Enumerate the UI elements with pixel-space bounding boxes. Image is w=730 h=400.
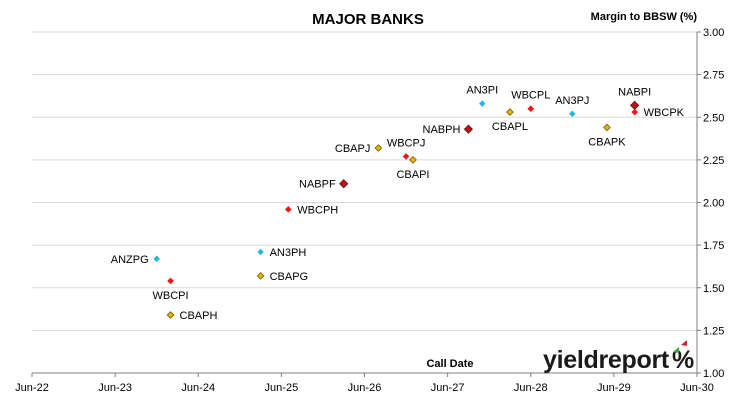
brand-accent-red	[681, 340, 687, 346]
point-label-an3pi: AN3PI	[466, 85, 498, 97]
y-tick-label: 1.50	[703, 283, 724, 295]
point-label-an3pj: AN3PJ	[555, 95, 589, 107]
x-tick-label: Jun-25	[265, 382, 299, 394]
y-tick-label: 2.25	[703, 155, 724, 167]
y-axis-label: Margin to BBSW (%)	[591, 11, 698, 23]
x-tick-label: Jun-29	[597, 382, 631, 394]
point-label-wbcph: WBCPH	[297, 204, 338, 216]
point-label-cbaph: CBAPH	[180, 310, 218, 322]
y-tick-label: 1.25	[703, 325, 724, 337]
point-label-cbapj: CBAPJ	[335, 143, 370, 155]
point-marker-anzpg	[153, 255, 160, 263]
x-tick-label: Jun-27	[431, 382, 465, 394]
yieldreport-logo: yieldreport %	[543, 340, 694, 374]
point-marker-an3ph	[257, 248, 264, 256]
point-label-cbapg: CBAPG	[270, 271, 309, 283]
point-label-nabpf: NABPF	[299, 179, 336, 191]
point-marker-wbcpl	[527, 105, 535, 113]
y-tick-label: 1.75	[703, 240, 724, 252]
point-marker-nabpi	[630, 100, 640, 110]
x-tick-label: Jun-28	[514, 382, 548, 394]
point-marker-wbcpi	[167, 277, 174, 285]
point-marker-nabpf	[339, 179, 349, 189]
point-label-wbcpl: WBCPL	[511, 90, 550, 102]
brand-percent-icon: %	[672, 346, 694, 374]
x-tick-label: Jun-30	[680, 382, 714, 394]
point-label-nabph: NABPH	[423, 124, 461, 136]
point-label-wbcpk: WBCPK	[644, 107, 685, 119]
brand-text: yieldreport	[543, 346, 670, 374]
point-marker-cbapk	[603, 123, 611, 132]
y-tick-label: 2.50	[703, 112, 724, 124]
y-axis-ticks: 1.00 1.25 1.50 1.75 2.00 2.25 2.50 2.75 3.00	[697, 27, 724, 380]
point-marker-wbcpk	[631, 108, 638, 116]
point-marker-an3pi	[478, 100, 486, 107]
point-marker-wbcpj	[402, 153, 410, 160]
point-label-wbcpj: WBCPJ	[387, 137, 426, 149]
point-marker-nabph	[463, 124, 473, 134]
y-tick-label: 2.75	[703, 70, 724, 82]
point-label-cbapk: CBAPK	[588, 136, 626, 148]
point-marker-cbapj	[374, 144, 383, 152]
x-axis-label: Call Date	[426, 358, 473, 370]
point-label-anzpg: ANZPG	[111, 254, 149, 266]
point-label-cbapi: CBAPI	[396, 169, 429, 181]
x-tick-label: Jun-24	[181, 382, 215, 394]
point-label-an3ph: AN3PH	[270, 247, 307, 259]
gridlines	[32, 31, 697, 331]
data-points: ANZPG AN3PH AN3PI AN3PJ CBAPH CBAPG CBAPJ CBAPI…	[111, 85, 685, 322]
brand-accent-green	[673, 347, 679, 353]
point-label-nabpi: NABPI	[618, 86, 651, 98]
x-tick-label: Jun-22	[15, 382, 49, 394]
point-marker-cbaph	[166, 311, 175, 319]
y-tick-label: 1.00	[703, 368, 724, 380]
y-tick-label: 2.00	[703, 198, 724, 210]
x-tick-label: Jun-26	[348, 382, 382, 394]
point-marker-cbapi	[409, 156, 417, 164]
y-tick-label: 3.00	[703, 27, 724, 39]
point-marker-wbcph	[285, 206, 292, 213]
point-label-wbcpi: WBCPI	[153, 290, 189, 302]
chart-title: MAJOR BANKS	[312, 11, 424, 28]
x-tick-label: Jun-23	[98, 382, 132, 394]
point-marker-an3pj	[569, 110, 576, 118]
x-axis-ticks: Jun-22 Jun-23 Jun-24 Jun-25 Jun-26 Jun-27 Jun-…	[15, 373, 714, 394]
point-label-cbapl: CBAPL	[492, 121, 528, 133]
point-marker-cbapg	[256, 271, 265, 280]
point-marker-cbapl	[506, 108, 514, 117]
